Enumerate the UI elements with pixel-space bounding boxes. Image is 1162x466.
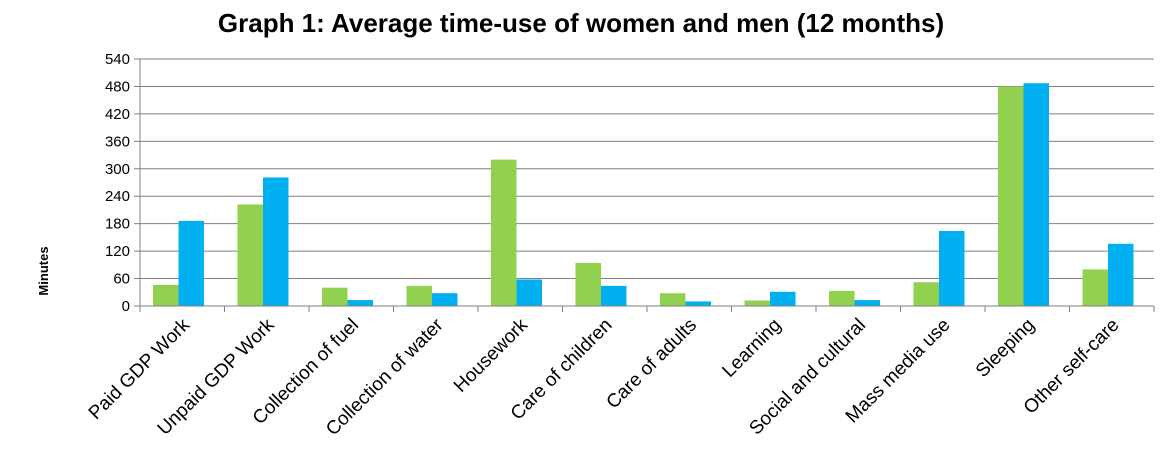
grid-lines <box>134 58 1154 307</box>
x-category-label: Sleeping <box>972 315 1039 382</box>
bar-series1-2 <box>322 287 348 306</box>
y-tick-label-480: 480 <box>105 78 130 95</box>
x-category-label: Care of adults <box>603 315 701 413</box>
bar-series2-0 <box>178 220 204 306</box>
bar-series2-4 <box>516 279 542 306</box>
bar-series1-1 <box>237 204 263 306</box>
bar-series2-3 <box>432 293 458 306</box>
bar-series1-5 <box>575 263 601 306</box>
chart-title: Graph 1: Average time-use of women and m… <box>217 8 945 38</box>
x-category-label: Housework <box>450 314 532 396</box>
y-tick-label-540: 540 <box>105 51 130 68</box>
bar-series2-8 <box>854 300 880 306</box>
bar-series1-7 <box>744 300 770 306</box>
bar-series2-1 <box>263 177 289 306</box>
bar-series2-2 <box>347 300 373 306</box>
bar-series1-9 <box>913 282 939 306</box>
bar-series1-4 <box>491 159 517 306</box>
bar-series2-5 <box>601 285 627 306</box>
bar-series1-8 <box>829 290 855 306</box>
bar-series2-6 <box>685 301 711 306</box>
y-tick-label-300: 300 <box>105 161 130 178</box>
bar-series1-6 <box>660 293 686 306</box>
y-tick-label-60: 60 <box>113 271 130 288</box>
y-axis-label: Minutes <box>36 246 51 295</box>
y-tick-label-0: 0 <box>122 298 130 315</box>
bar-series2-7 <box>770 291 796 306</box>
bar-series2-11 <box>1108 243 1134 306</box>
y-tick-label-120: 120 <box>105 243 130 260</box>
bar-series2-9 <box>939 230 965 306</box>
y-tick-label-360: 360 <box>105 133 130 150</box>
axes <box>139 59 1155 312</box>
bar-series2-10 <box>1023 83 1049 307</box>
y-tick-label-180: 180 <box>105 216 130 233</box>
y-tick-label-240: 240 <box>105 188 130 205</box>
y-tick-label-420: 420 <box>105 106 130 123</box>
bar-series1-0 <box>153 284 179 306</box>
bar-series1-10 <box>998 86 1024 306</box>
bar-series1-3 <box>406 285 432 306</box>
x-category-label: Learning <box>718 315 785 382</box>
bar-series1-11 <box>1082 269 1108 306</box>
y-tick-labels: 0 60 120 180 240 300 360 420 480 540 <box>105 51 130 315</box>
bars <box>153 83 1134 307</box>
